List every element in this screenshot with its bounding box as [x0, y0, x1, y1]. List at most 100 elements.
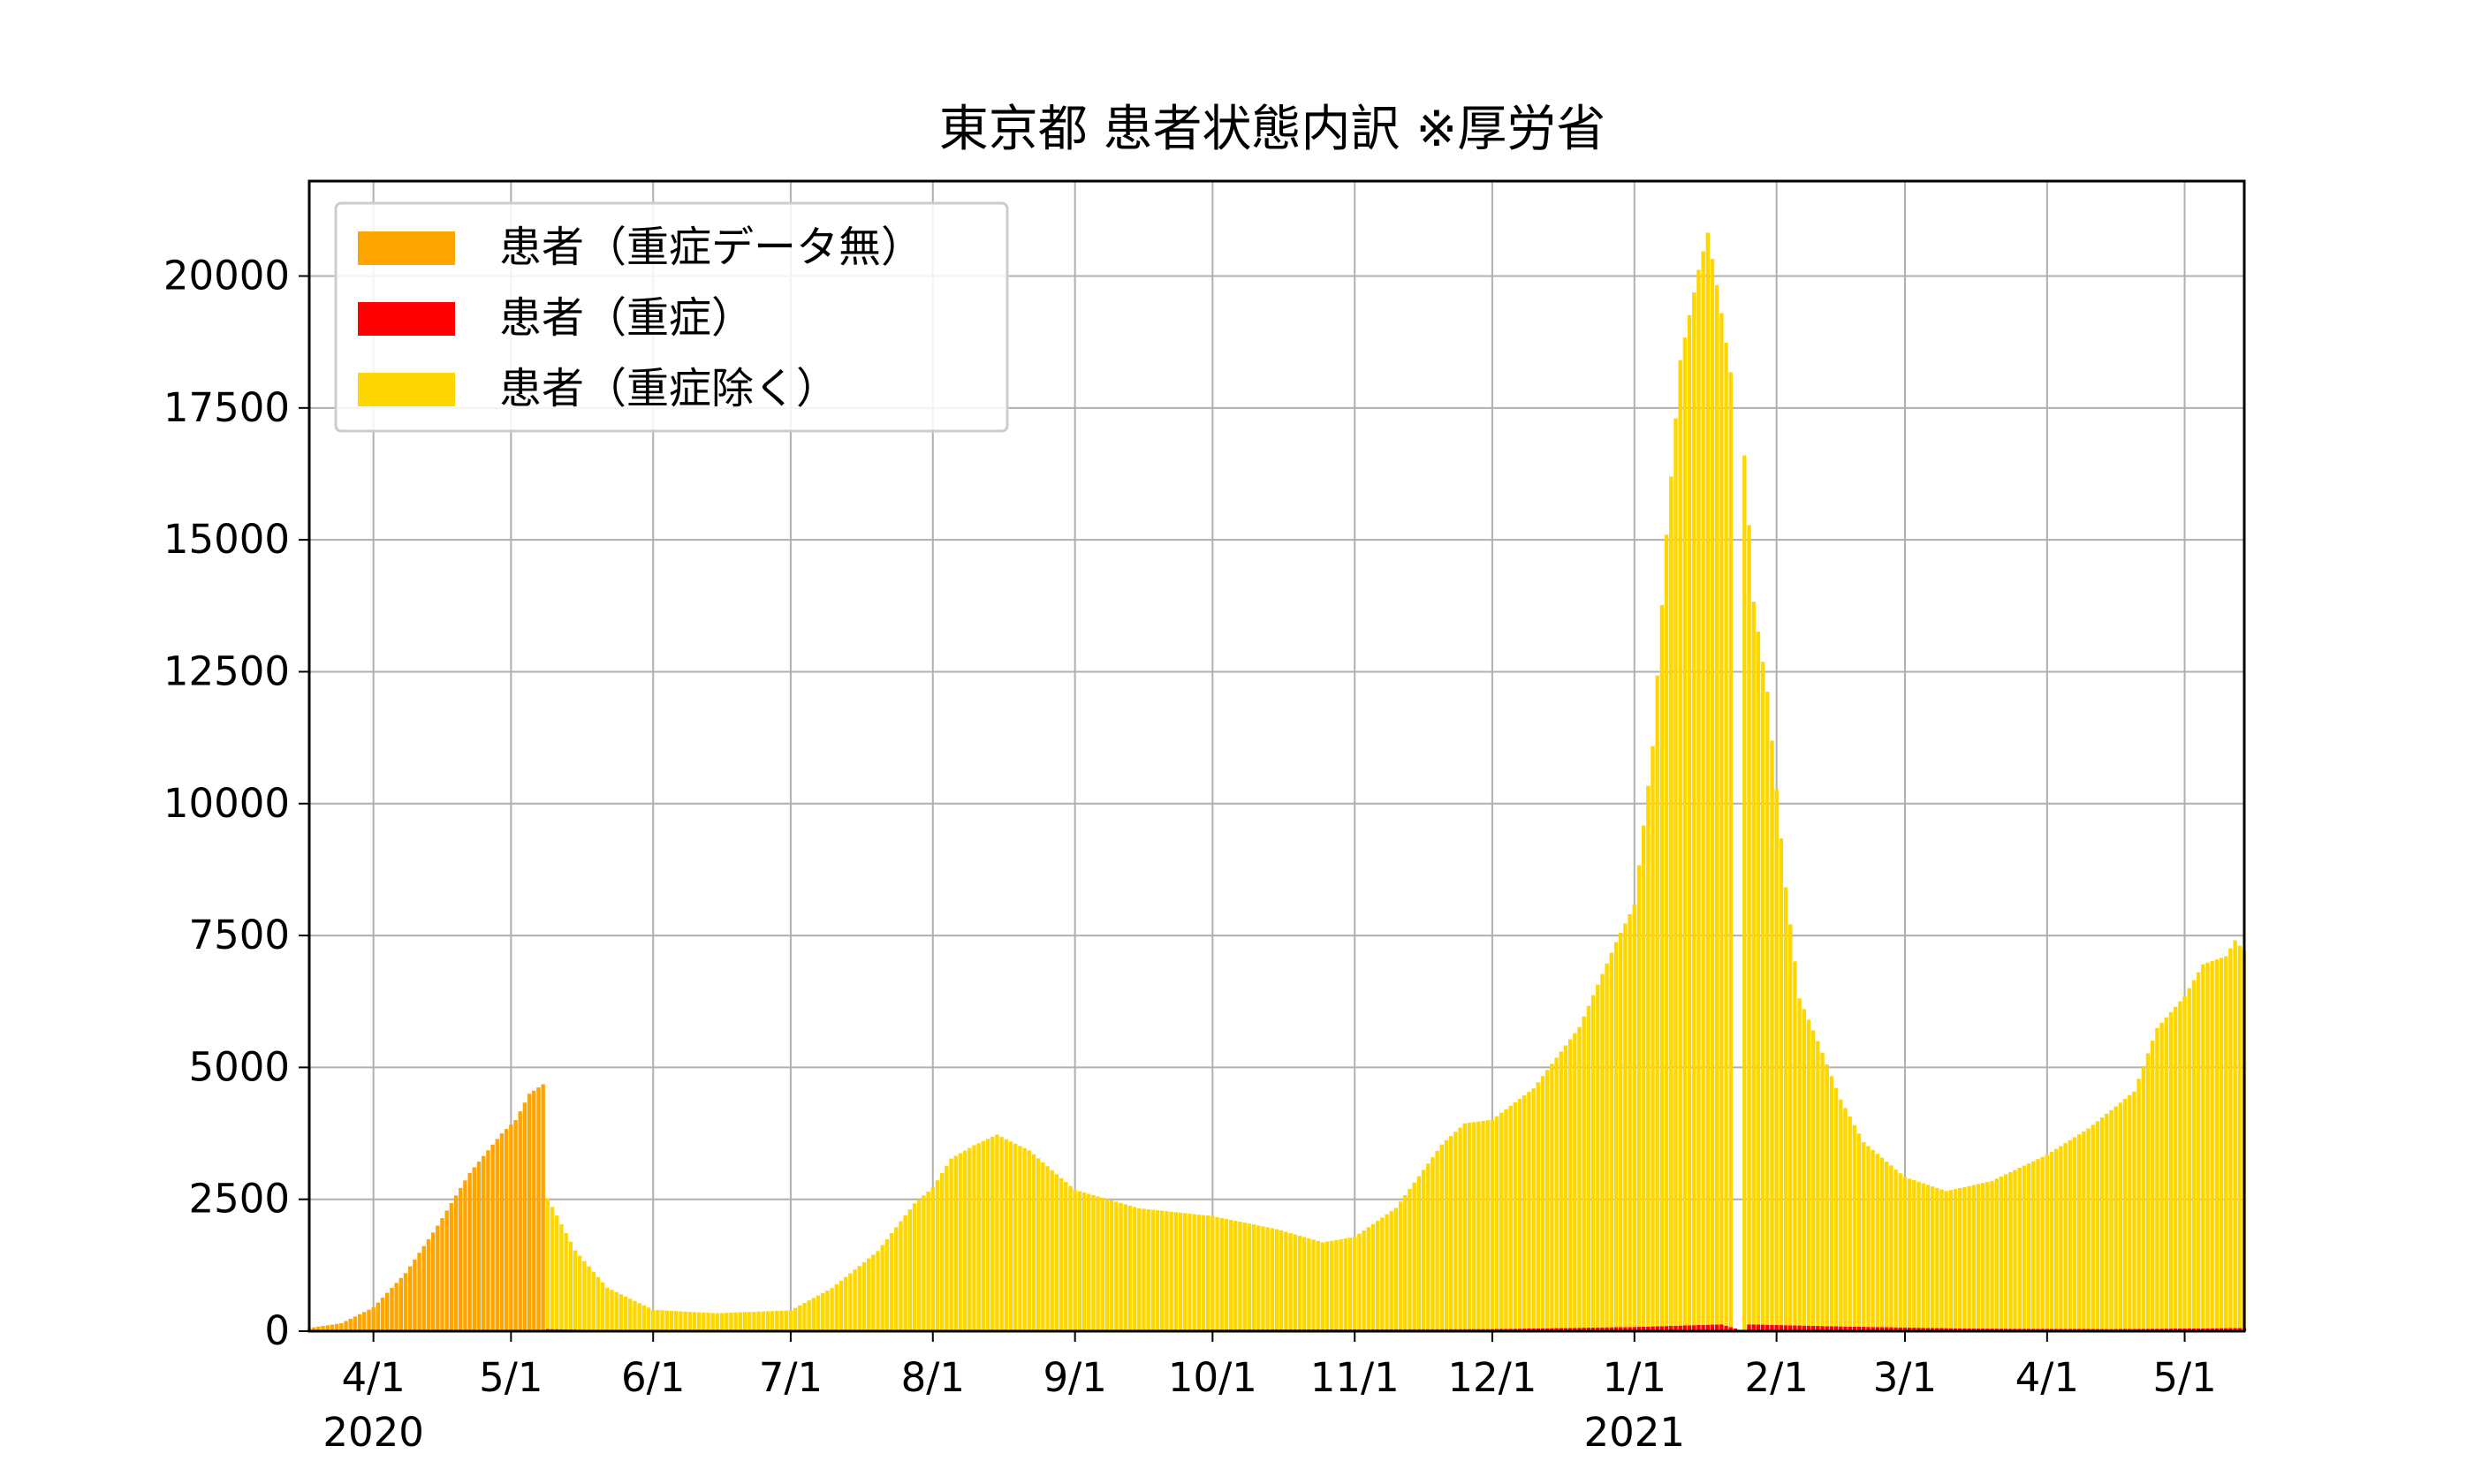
bar-segment: [1444, 1140, 1449, 1329]
bar-segment: [1173, 1212, 1179, 1330]
bar-segment: [1362, 1230, 1366, 1329]
bar-segment: [2228, 1328, 2233, 1331]
y-tick-label: 10000: [163, 780, 290, 827]
bar-segment: [390, 1287, 394, 1331]
bar-segment: [2095, 1121, 2100, 1329]
bar-segment: [876, 1251, 880, 1330]
bar-segment: [1586, 1005, 1591, 1328]
bar-segment: [1192, 1214, 1196, 1330]
y-tick-label: 7500: [188, 912, 290, 958]
bar-segment: [2109, 1109, 2114, 1329]
bar-segment: [1517, 1098, 1522, 1329]
bar-segment: [1073, 1190, 1077, 1330]
bar-segment: [1609, 1327, 1614, 1331]
bar-segment: [545, 1198, 550, 1329]
bar-segment: [2224, 1328, 2228, 1331]
bar-segment: [1765, 1324, 1770, 1331]
bar-segment: [1710, 1324, 1715, 1331]
bar-segment: [522, 1102, 527, 1331]
bar-segment: [1146, 1208, 1150, 1330]
bar-segment: [527, 1094, 532, 1331]
bar-segment: [1994, 1178, 1999, 1329]
bar-segment: [1862, 1142, 1866, 1328]
bar-segment: [1939, 1328, 1944, 1331]
bar-segment: [811, 1298, 816, 1331]
bar-segment: [1563, 1328, 1568, 1331]
bar-segment: [509, 1124, 513, 1331]
bar-segment: [1527, 1092, 1531, 1329]
bar-segment: [894, 1227, 899, 1330]
x-tick-year: 2020: [323, 1409, 424, 1456]
bar-segment: [587, 1266, 591, 1330]
bar-segment: [2178, 1328, 2182, 1331]
legend-frame: [334, 201, 1009, 433]
bar-segment: [1169, 1211, 1173, 1330]
bar-segment: [2036, 1159, 2040, 1329]
bar-segment: [2159, 1022, 2164, 1329]
bar-segment: [2237, 1328, 2243, 1331]
bar-segment: [2114, 1106, 2118, 1329]
bar-segment: [426, 1238, 431, 1331]
bar-segment: [1866, 1327, 1871, 1331]
bar-segment: [1054, 1174, 1059, 1330]
bar-segment: [555, 1215, 559, 1329]
bar-segment: [1862, 1327, 1866, 1331]
bar-segment: [1889, 1165, 1893, 1328]
bar-segment: [2151, 1041, 2155, 1329]
bar-segment: [1531, 1088, 1536, 1329]
bar-segment: [1522, 1095, 1527, 1329]
bar-segment: [2219, 1328, 2224, 1331]
bar-segment: [926, 1191, 930, 1330]
bar-segment: [353, 1316, 358, 1331]
bar-segment: [440, 1218, 444, 1331]
bar-segment: [1513, 1102, 1518, 1329]
bar-segment: [1408, 1188, 1412, 1329]
bar-segment: [1008, 1141, 1013, 1330]
bar-segment: [2008, 1172, 2013, 1329]
bar-segment: [2214, 1328, 2220, 1331]
bar-segment: [1893, 1327, 1898, 1331]
bar-segment: [1619, 933, 1623, 1328]
bar-segment: [738, 1312, 743, 1331]
bar-segment: [922, 1195, 926, 1330]
bar-segment: [884, 1238, 890, 1330]
x-tick-label: 7/1: [759, 1354, 823, 1401]
bar-segment: [1935, 1328, 1939, 1331]
bar-segment: [1898, 1173, 1902, 1328]
bar-segment: [407, 1266, 413, 1331]
bar-segment: [2210, 1328, 2214, 1331]
bar-segment: [371, 1307, 376, 1331]
x-tick-label: 1/1: [1603, 1354, 1666, 1401]
bar-segment: [334, 1323, 339, 1331]
bar-segment: [1871, 1149, 1875, 1328]
bar-segment: [1793, 1325, 1797, 1331]
bar-segment: [1719, 313, 1724, 1325]
bar-segment: [2178, 1001, 2182, 1329]
bar-segment: [536, 1087, 541, 1331]
bar-segment: [1366, 1227, 1370, 1329]
bar-segment: [1142, 1208, 1146, 1330]
bar-segment: [2187, 1328, 2191, 1331]
bar-segment: [1871, 1327, 1875, 1331]
bar-segment: [1953, 1189, 1958, 1329]
bar-segment: [715, 1313, 720, 1331]
bar-segment: [1155, 1210, 1160, 1330]
bar-segment: [1228, 1219, 1233, 1330]
bar-segment: [610, 1290, 614, 1330]
bar-segment: [591, 1271, 596, 1330]
bar-segment: [1563, 1045, 1568, 1329]
bar-segment: [664, 1310, 669, 1331]
bar-segment: [376, 1302, 381, 1331]
bar-segment: [912, 1203, 917, 1330]
bar-segment: [1150, 1209, 1156, 1330]
bar-segment: [1316, 1240, 1320, 1329]
bar-segment: [962, 1150, 968, 1330]
bar-segment: [1119, 1202, 1123, 1330]
bar-segment: [958, 1153, 963, 1330]
bar-segment: [1829, 1076, 1834, 1327]
bar-segment: [1760, 1324, 1765, 1331]
bar-segment: [1825, 1064, 1829, 1327]
legend-label: 患者（重症データ無）: [499, 223, 923, 272]
bar-segment: [1132, 1207, 1137, 1330]
bar-segment: [1238, 1222, 1242, 1330]
